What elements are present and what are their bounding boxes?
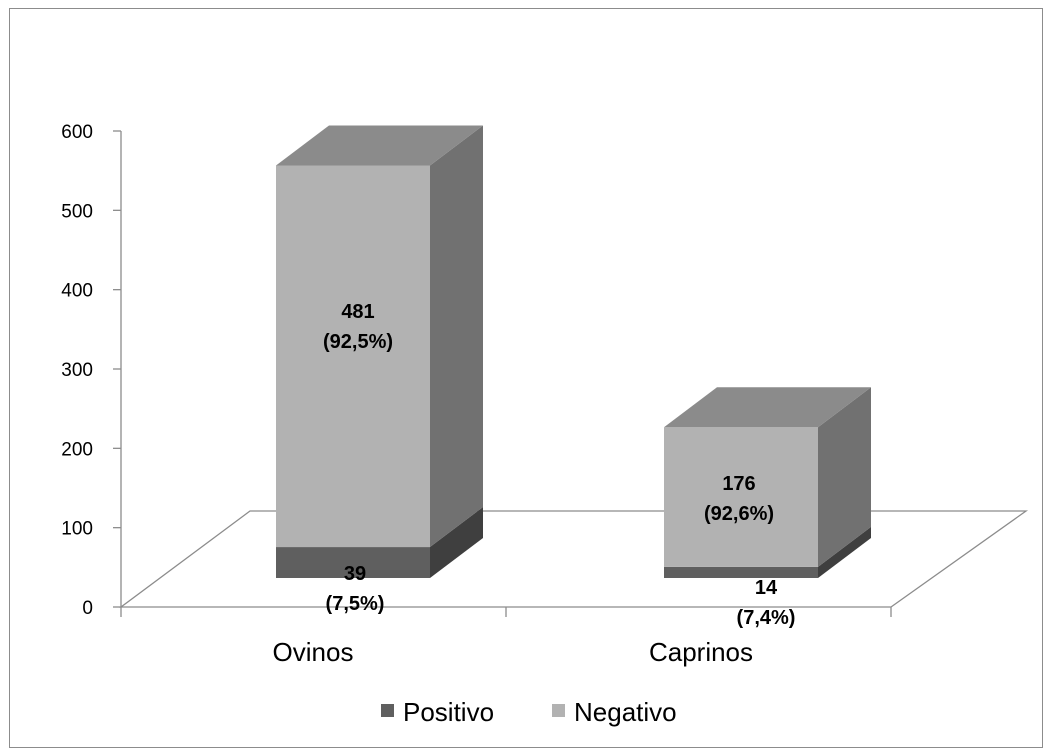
bar-side	[818, 387, 871, 567]
floor-plane	[119, 510, 1029, 608]
legend-label: Negativo	[574, 697, 677, 727]
legend-label: Positivo	[403, 697, 494, 727]
bar-front	[276, 165, 430, 548]
stacked-3d-bar-chart: 0 100 200 300 400 500 600 Ovinos Caprinos 39 (7,5…	[61, 122, 1029, 727]
chart-bars	[276, 125, 871, 578]
bar-side	[430, 507, 483, 578]
bar-front	[276, 547, 430, 578]
y-tick-label: 200	[61, 439, 93, 460]
y-tick-label: 0	[82, 598, 93, 619]
y-tick-label: 100	[61, 519, 93, 540]
data-label-value: 481	[341, 301, 374, 323]
x-category-label: Ovinos	[273, 637, 354, 667]
data-label-percent: (7,5%)	[326, 593, 385, 615]
data-label-percent: (7,4%)	[737, 607, 796, 629]
y-tick-label: 600	[61, 122, 93, 143]
x-category-label: Caprinos	[649, 637, 753, 667]
chart-floor	[119, 510, 1029, 608]
data-label-percent: (92,6%)	[704, 503, 774, 525]
bar-top	[276, 125, 483, 166]
data-label-value: 176	[722, 473, 755, 495]
y-tick-label: 400	[61, 281, 93, 302]
legend-swatch	[381, 704, 394, 717]
y-tick-label: 300	[61, 360, 93, 381]
legend-swatch	[552, 704, 565, 717]
data-label-percent: (92,5%)	[323, 331, 393, 353]
data-label-value: 14	[755, 577, 778, 599]
bar-top	[664, 387, 871, 428]
chart-frame	[9, 8, 1043, 748]
bar-front	[664, 566, 818, 578]
bar-side	[818, 526, 871, 578]
chart-data-labels: 39 (7,5%) 14 (7,4%) 481 (92,5%) 176 (92,6%)	[323, 301, 795, 629]
chart-legend: Positivo Negativo	[381, 697, 677, 727]
chart-axes: 0 100 200 300 400 500 600 Ovinos Caprinos	[61, 122, 892, 667]
y-tick-label: 500	[61, 201, 93, 222]
bar-front	[664, 427, 818, 567]
data-label-value: 39	[344, 563, 366, 585]
bar-side	[430, 125, 483, 548]
